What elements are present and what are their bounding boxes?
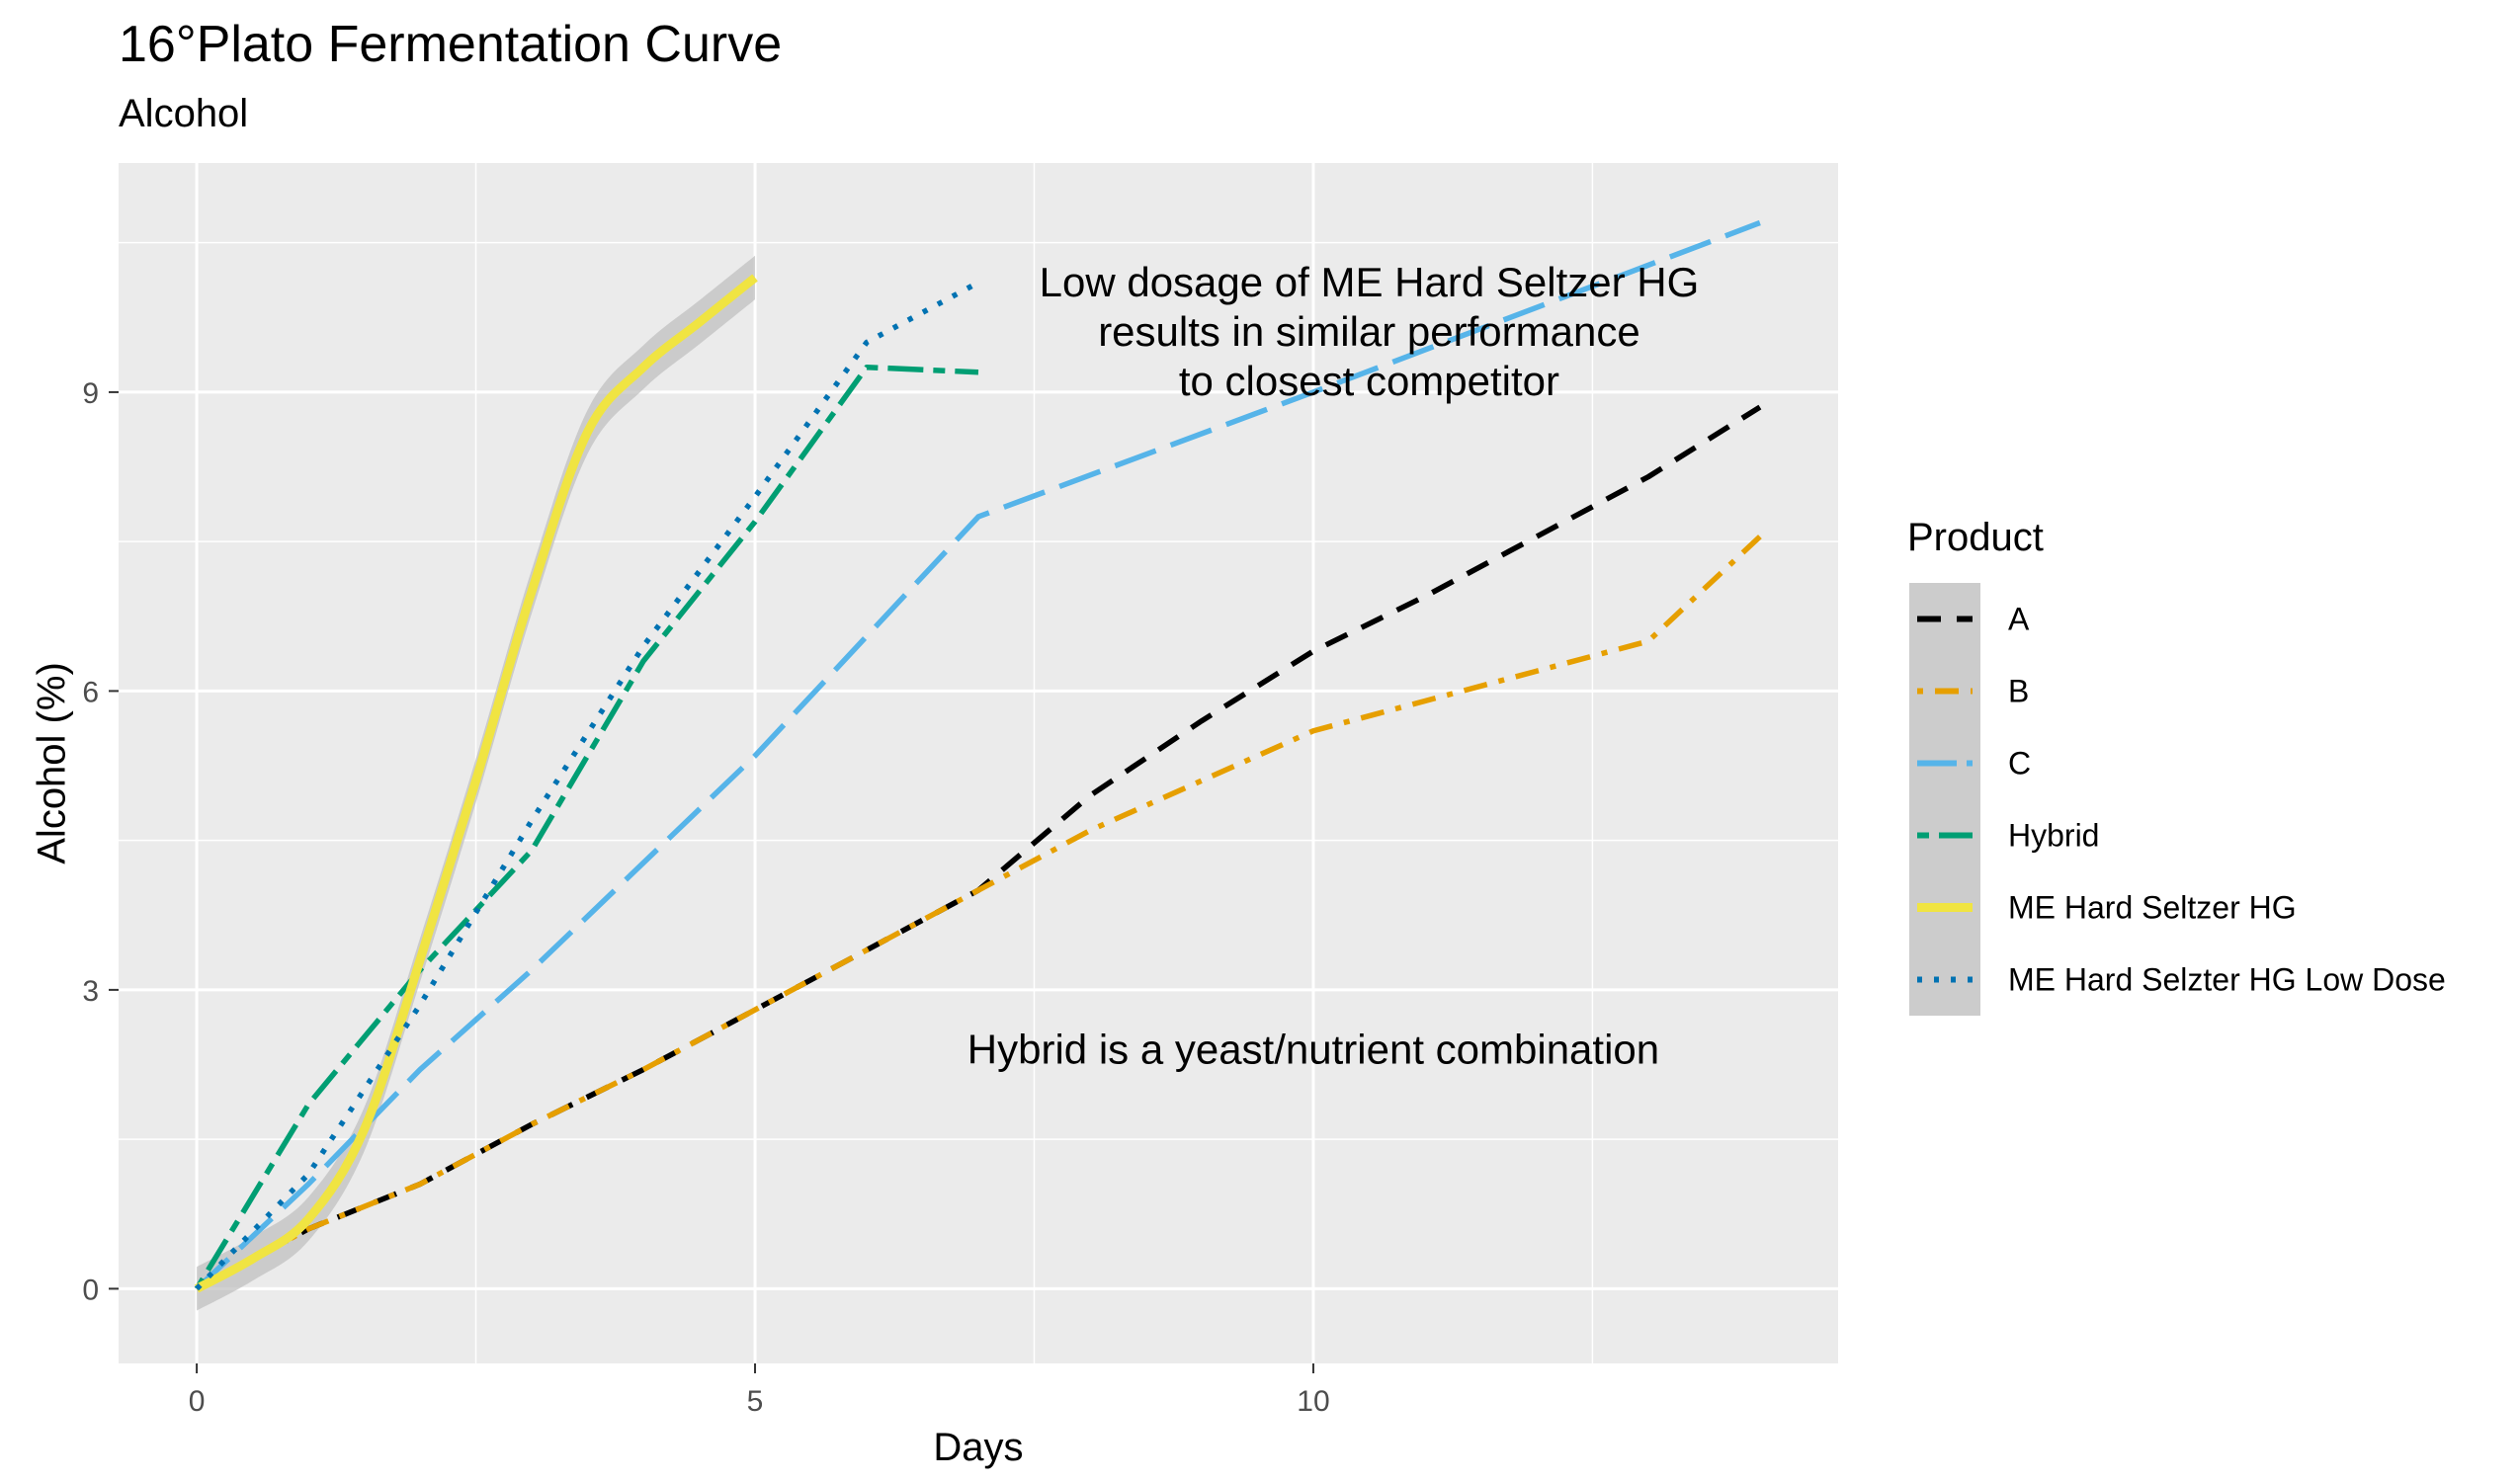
plot-panel [119, 163, 1838, 1363]
legend-label: B [2008, 674, 2029, 709]
series-line-c [195, 219, 1761, 1291]
x-tick-label: 0 [189, 1385, 206, 1418]
y-tick-label: 9 [82, 377, 99, 410]
annotation-text: Low dosage of ME Hard Seltzer HG results … [1040, 259, 1700, 404]
x-tick-label: 10 [1297, 1385, 1329, 1418]
series-line-hybrid [194, 364, 979, 1290]
y-tick-label: 0 [82, 1274, 99, 1306]
legend: Product A B C Hybrid ME Hard Seltzer HG ME Ha… [1907, 516, 2446, 1016]
chart-subtitle: Alcohol [119, 92, 248, 135]
y-axis-title: Alcohol (%) [31, 662, 74, 864]
x-tick-label: 5 [747, 1385, 764, 1418]
legend-label: ME Hard Seltzer HG [2008, 890, 2297, 926]
chart-title: 16°Plato Fermentation Curve [119, 16, 782, 73]
legend-label: A [2008, 602, 2030, 637]
annotation-line: to closest competitor [1179, 358, 1559, 404]
chart-annotations: Low dosage of ME Hard Seltzer HG results … [967, 259, 1699, 1072]
legend-title: Product [1907, 516, 2044, 559]
legend-label: C [2008, 746, 2031, 782]
annotation-line: Hybrid is a yeast/nutrient combination [967, 1026, 1659, 1072]
annotation-line: results in similar performance [1098, 308, 1640, 355]
y-axis-ticks: 0 3 6 9 [82, 377, 119, 1306]
annotation-text: Hybrid is a yeast/nutrient combination [967, 1026, 1659, 1072]
legend-key-background [1909, 583, 1980, 1016]
y-tick-label: 3 [82, 975, 99, 1008]
x-axis-title: Days [933, 1426, 1023, 1469]
legend-label: ME Hard Selzter HG Low Dose [2008, 962, 2446, 998]
y-tick-label: 6 [82, 676, 99, 708]
annotation-line: Low dosage of ME Hard Seltzer HG [1040, 259, 1700, 305]
series-line-me-hard-seltzer-hg [194, 274, 758, 1293]
series-lines [194, 219, 1762, 1293]
grid-lines [119, 163, 1838, 1363]
x-axis-ticks: 0 5 10 [189, 1363, 1330, 1418]
legend-label: Hybrid [2008, 818, 2099, 854]
series-line-b [195, 535, 1762, 1291]
